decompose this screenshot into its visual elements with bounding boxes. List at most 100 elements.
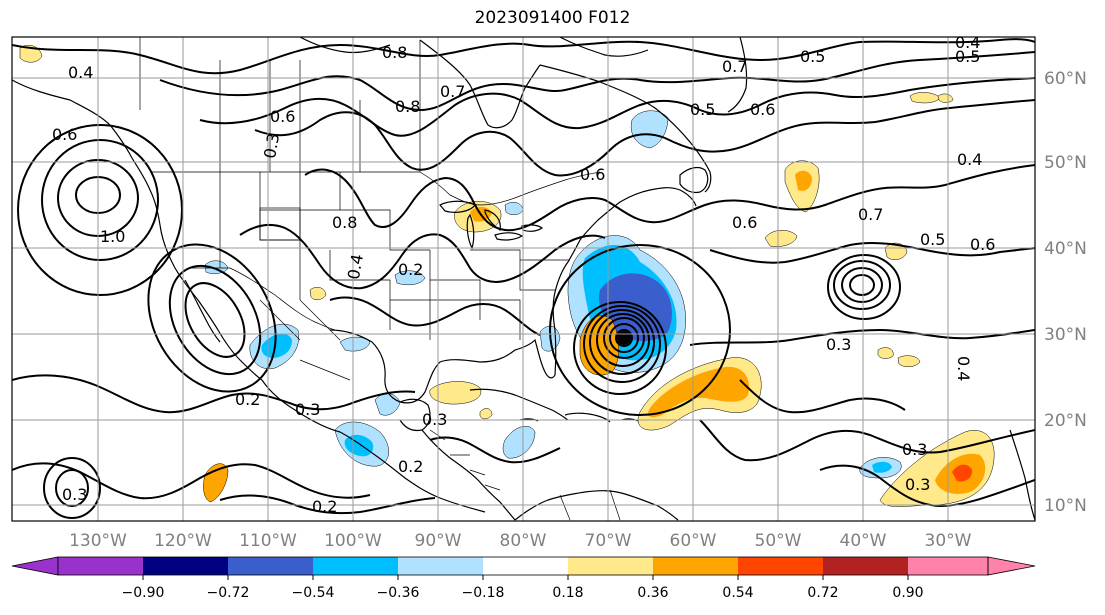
lat-label: 50°N — [1044, 153, 1087, 173]
colorbar-tick-label: 0.54 — [722, 585, 753, 601]
coast-arctic-2 — [559, 37, 649, 57]
lon-label: 50°W — [755, 531, 802, 551]
contour-hurricane-2 — [609, 323, 639, 353]
contour-east-2 — [699, 419, 1035, 462]
colorbar-tick-label: −0.90 — [122, 585, 165, 601]
shade-yellow-atlantic-2 — [764, 230, 798, 247]
shade-blue-mexico-core — [261, 333, 292, 358]
gridlines — [12, 37, 1035, 521]
colorbar-tick-label: 0.72 — [807, 585, 838, 601]
contour-label: 0.6 — [270, 107, 295, 126]
border-canada-provinces — [219, 40, 421, 172]
lat-label: 30°N — [1044, 325, 1087, 345]
contour-label: 0.2 — [235, 390, 260, 409]
contour-label: 0.2 — [398, 457, 423, 476]
colorbar-segment — [58, 557, 143, 575]
contour-north-1 — [12, 38, 1035, 75]
colorbar-segment — [313, 557, 398, 575]
shade-blue-caribbean-e — [502, 425, 536, 459]
contour-label: 0.3 — [905, 475, 930, 494]
colorbar-segment — [823, 557, 908, 575]
border-us-mexico — [190, 267, 336, 331]
contour-label: 0.3 — [295, 400, 320, 419]
lon-label: 30°W — [925, 531, 972, 551]
shade-orange-gulf — [429, 381, 482, 405]
contour-label-group: 0.8 0.8 0.8 0.7 0.7 0.5 0.5 0.4 0.4 0.6 … — [52, 33, 995, 516]
contour-baja-2 — [168, 264, 262, 376]
contour-atl-low-1 — [849, 274, 875, 296]
contour-baja-1 — [184, 282, 246, 358]
shade-blue-gulf — [339, 336, 371, 352]
colorbar-ticks — [142, 575, 909, 580]
border-us-canada — [150, 171, 601, 206]
contour-label: 0.5 — [800, 47, 825, 66]
contour-pacific-sw-1 — [55, 469, 89, 507]
colorbar-segment — [228, 557, 313, 575]
contour-hurricane-5 — [589, 309, 655, 375]
shade-orange-atlantic-1 — [795, 170, 812, 191]
colorbar-segment — [483, 557, 568, 575]
border-mexico-states — [259, 299, 351, 381]
colorbar-tick-label: 0.90 — [892, 585, 923, 601]
longitude-axis: 130°W 120°W 110°W 100°W 90°W 80°W 70°W 6… — [69, 531, 972, 551]
border-states-10 — [480, 299, 521, 340]
contour-south-4 — [429, 436, 561, 464]
contour-east-3 — [709, 241, 1035, 264]
colorbar-tick-label: −0.18 — [462, 585, 505, 601]
contour-label: 0.7 — [858, 205, 883, 224]
contour-label: 0.2 — [312, 497, 337, 516]
colorbar-segment — [398, 557, 483, 575]
coast-gulf — [329, 329, 516, 404]
lat-label: 40°N — [1044, 239, 1087, 259]
colorbar-tick-label: −0.36 — [377, 585, 420, 601]
contour-label: 0.5 — [920, 230, 945, 249]
lon-label: 110°W — [239, 531, 297, 551]
contour-label: 0.8 — [332, 213, 357, 232]
contour-atl-low-4 — [827, 254, 901, 320]
border-wyoming — [259, 207, 301, 241]
shade-yellow-mid-atl — [877, 347, 894, 359]
contour-atl-low-3 — [833, 260, 891, 310]
coast-south-america — [514, 490, 679, 521]
contour-east-5 — [819, 464, 1035, 508]
border-states-8 — [470, 249, 555, 291]
coast-labrador — [539, 64, 712, 193]
colorbar-segment — [143, 557, 228, 575]
colorbar-tick-label: −0.54 — [292, 585, 335, 601]
contour-mid-2 — [239, 223, 606, 290]
contour-mid-1 — [304, 164, 1035, 232]
contour-south-1 — [12, 374, 416, 414]
contour-label: 0.4 — [344, 253, 367, 281]
shade-orange-band — [648, 366, 750, 418]
shade-blue-caribbean-w-core — [344, 434, 374, 457]
coast-florida — [514, 291, 557, 379]
colorbar-segment — [568, 557, 653, 575]
contour-label: 0.5 — [955, 47, 980, 66]
hurricane-center — [617, 331, 631, 345]
shade-yellow-plains — [309, 287, 327, 300]
shade-blue-east-core — [872, 461, 892, 473]
lat-label: 20°N — [1044, 411, 1087, 431]
contour-atl-low-2 — [841, 267, 883, 303]
colorbar: −0.90 −0.72 −0.54 −0.36 −0.18 0.18 0.36 … — [11, 556, 1036, 601]
colorbar-tick-label: 0.18 — [552, 585, 583, 601]
latitude-axis: 60°N 50°N 40°N 30°N 20°N 10°N — [1044, 69, 1087, 516]
coast-lake-erie — [494, 232, 524, 241]
contour-baja-3 — [147, 243, 277, 393]
map-title: 2023091400 F012 — [474, 8, 631, 28]
contour-label: 0.3 — [826, 335, 851, 354]
colorbar-tick-label: −0.72 — [207, 585, 250, 601]
coast-mexico-west — [261, 379, 486, 513]
lon-label: 70°W — [585, 531, 632, 551]
lon-label: 120°W — [154, 531, 212, 551]
coast-us-west — [159, 224, 263, 381]
coast-yucatan — [399, 398, 431, 432]
lon-label: 90°W — [415, 531, 462, 551]
contour-label: 0.4 — [957, 150, 982, 169]
contour-hurricane-3 — [603, 317, 645, 359]
lon-label: 40°W — [840, 531, 887, 551]
shade-yellow-mid-atl-2 — [897, 355, 921, 367]
shade-yellow-caribbean — [479, 408, 493, 420]
contour-south-3 — [219, 494, 436, 515]
contour-label: 0.8 — [395, 97, 420, 116]
